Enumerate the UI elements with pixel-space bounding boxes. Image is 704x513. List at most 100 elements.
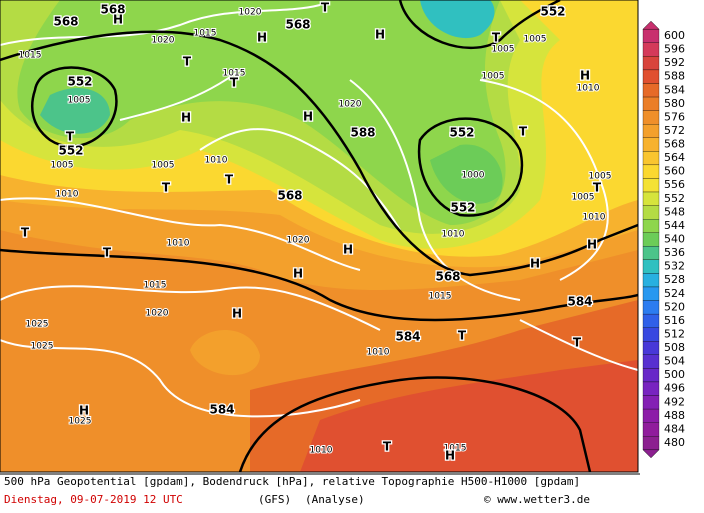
colorbar-label: 536	[664, 246, 685, 259]
map-label: 1005	[492, 45, 515, 55]
colorbar-swatch	[642, 354, 660, 369]
map-label: 552	[449, 126, 474, 140]
colorbar-label: 592	[664, 56, 685, 69]
colorbar-swatch	[642, 313, 660, 328]
map-label: T	[66, 130, 75, 144]
colorbar-label: 552	[664, 192, 685, 205]
colorbar-label: 520	[664, 300, 685, 313]
colorbar-label: 512	[664, 327, 685, 340]
colorbar-label: 588	[664, 70, 685, 83]
map-label: 1025	[31, 342, 54, 352]
map-label: 1005	[51, 161, 74, 171]
map-label: 1005	[524, 35, 547, 45]
map-label: 1015	[223, 69, 246, 79]
colorbar-cap	[642, 449, 660, 459]
map-label: T	[162, 181, 171, 195]
map-label: 1010	[367, 348, 390, 358]
colorbar-swatch	[642, 232, 660, 247]
colorbar-swatch	[642, 69, 660, 84]
colorbar-label: 600	[664, 29, 685, 42]
colorbar-swatch	[642, 422, 660, 437]
colorbar-label: 560	[664, 165, 685, 178]
colorbar-swatch	[642, 436, 660, 450]
map-label: 584	[567, 295, 592, 309]
colorbar-swatch	[642, 110, 660, 125]
colorbar-swatch	[642, 408, 660, 423]
map-label: H	[343, 243, 353, 257]
map-label: 1010	[56, 190, 79, 200]
map-label: 568	[277, 189, 302, 203]
colorbar-label: 516	[664, 314, 685, 327]
map-label: T	[573, 336, 582, 350]
colorbar-label: 580	[664, 97, 685, 110]
colorbar-swatch	[642, 300, 660, 315]
colorbar-label: 504	[664, 355, 685, 368]
map-label: 1015	[194, 29, 217, 39]
colorbar-swatch	[642, 205, 660, 220]
colorbar-swatch	[642, 124, 660, 138]
map-label: H	[375, 28, 385, 42]
colorbar-label: 540	[664, 233, 685, 246]
colorbar-label: 548	[664, 205, 685, 218]
map-label: 1010	[442, 230, 465, 240]
footer-run: (Analyse)	[305, 493, 365, 506]
map-frame	[0, 0, 639, 473]
map-label: 588	[350, 126, 375, 140]
map-label: T	[519, 125, 528, 139]
map-label: T	[103, 246, 112, 260]
colorbar-label: 572	[664, 124, 685, 137]
colorbar-label: 500	[664, 368, 685, 381]
colorbar-swatch	[642, 83, 660, 98]
map-label: H	[580, 69, 590, 83]
map-label: H	[303, 110, 313, 124]
map-label: 1020	[339, 100, 362, 110]
map-label: 1015	[444, 444, 467, 454]
colorbar-swatch	[642, 218, 660, 233]
map-label: 1025	[26, 320, 49, 330]
map-label: H	[530, 257, 540, 271]
colorbar-swatch	[642, 151, 660, 166]
map-label: 552	[450, 201, 475, 215]
colorbar-label: 568	[664, 138, 685, 151]
colorbar-swatch	[642, 341, 660, 355]
map-label: 1015	[19, 51, 42, 61]
map-label: 568	[53, 15, 78, 29]
map-label: T	[321, 1, 330, 15]
colorbar-swatch	[642, 395, 660, 410]
colorbar-label: 496	[664, 382, 685, 395]
colorbar-swatch	[642, 178, 660, 193]
colorbar-label: 524	[664, 287, 685, 300]
footer-credit: © www.wetter3.de	[484, 493, 590, 506]
colorbar-swatch	[642, 259, 660, 274]
map-label: H	[587, 238, 597, 252]
colorbar-label: 480	[664, 436, 685, 449]
colorbar-swatch	[642, 381, 660, 396]
map-label: 1010	[583, 213, 606, 223]
map-label: 1015	[429, 292, 452, 302]
map-label: T	[183, 55, 192, 69]
map-label: 552	[58, 144, 83, 158]
map-label: 1005	[589, 172, 612, 182]
map-label: 1005	[68, 96, 91, 106]
map-label: 1005	[482, 72, 505, 82]
map-label: T	[492, 31, 501, 45]
map-label: 568	[285, 18, 310, 32]
map-label: 1020	[146, 309, 169, 319]
colorbar-label: 492	[664, 395, 685, 408]
colorbar-swatch	[642, 286, 660, 301]
map-label: H	[181, 111, 191, 125]
map-label: 1005	[152, 161, 175, 171]
map-label: 568	[435, 270, 460, 284]
footer-model: (GFS)	[258, 493, 291, 506]
map-label: 1010	[310, 446, 333, 456]
map-label: 1010	[205, 156, 228, 166]
map-label: 568	[100, 3, 125, 17]
map-label: T	[458, 329, 467, 343]
footer-description: 500 hPa Geopotential [gpdam], Bodendruck…	[4, 475, 580, 488]
colorbar-label: 544	[664, 219, 685, 232]
map-label: 1025	[69, 417, 92, 427]
map-label: 1010	[577, 84, 600, 94]
map-label: 552	[67, 75, 92, 89]
map-label: H	[293, 267, 303, 281]
